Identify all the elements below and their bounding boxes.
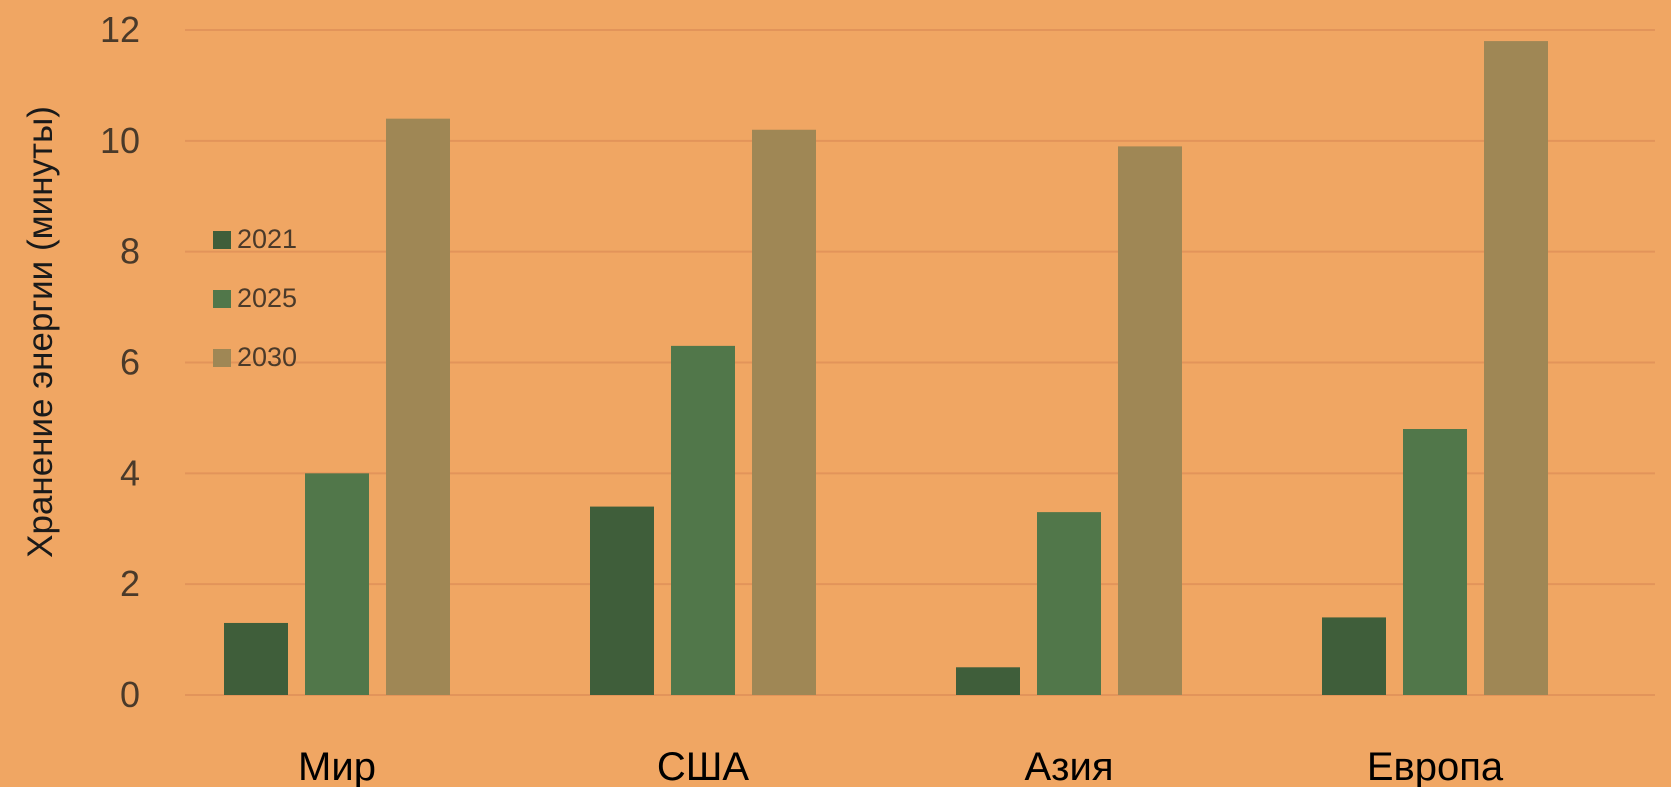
y-tick-label: 4 — [120, 452, 140, 493]
bar-2021-3 — [956, 667, 1020, 695]
bar-2030-1 — [386, 118, 450, 695]
y-tick-label: 10 — [100, 120, 140, 161]
bar-2030-3 — [1118, 146, 1182, 695]
x-axis-categories: Мир США Азия Европа — [298, 745, 1504, 787]
legend-swatch — [213, 290, 231, 308]
y-tick-label: 8 — [120, 231, 140, 272]
bar-2025-1 — [305, 473, 369, 695]
category-label: Мир — [298, 745, 376, 787]
legend: 2021 2025 2030 — [213, 224, 297, 372]
legend-label: 2025 — [237, 283, 297, 313]
legend-swatch — [213, 231, 231, 249]
bars — [224, 41, 1548, 696]
bar-2030-2 — [752, 129, 816, 695]
y-tick-label: 2 — [120, 563, 140, 604]
legend-label: 2021 — [237, 224, 297, 254]
y-axis-ticks: 0 2 4 6 8 10 12 — [100, 9, 140, 715]
y-axis-label: Хранение энергии (минуты) — [21, 106, 60, 558]
y-tick-label: 12 — [100, 9, 140, 50]
bar-2021-1 — [224, 622, 288, 695]
category-label: США — [657, 745, 750, 787]
y-tick-label: 0 — [120, 674, 140, 715]
category-label: Европа — [1367, 745, 1504, 787]
legend-swatch — [213, 349, 231, 367]
bar-2025-4 — [1403, 429, 1467, 695]
y-tick-label: 6 — [120, 342, 140, 383]
bar-2025-3 — [1037, 512, 1101, 695]
bar-2021-4 — [1322, 617, 1386, 695]
category-label: Азия — [1024, 745, 1113, 787]
bar-2030-4 — [1484, 41, 1548, 696]
legend-label: 2030 — [237, 342, 297, 372]
bar-2025-2 — [671, 345, 735, 695]
bar-2021-2 — [590, 506, 654, 695]
